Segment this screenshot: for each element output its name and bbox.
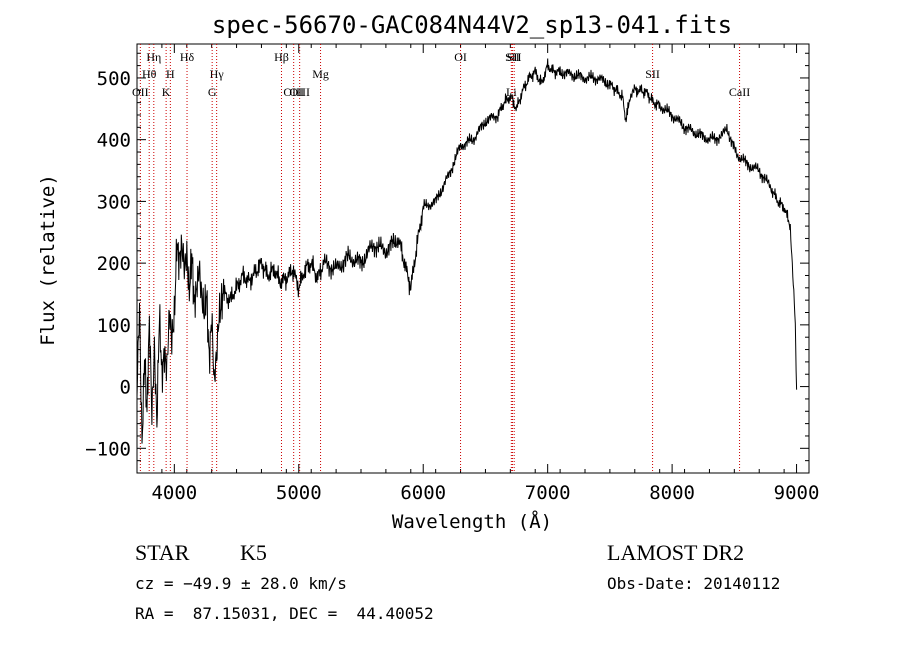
object-class: STAR: [135, 540, 190, 565]
x-tick-label: 4000: [151, 482, 197, 504]
y-tick-label: 100: [97, 315, 131, 337]
spectral-line-label: OIII: [289, 85, 310, 99]
spectral-line-label: OII: [132, 85, 149, 99]
y-tick-label: 500: [97, 68, 131, 90]
spectral-line-label: Hδ: [180, 50, 195, 64]
x-tick-label: 9000: [774, 482, 820, 504]
spectral-line-label: Hη: [146, 50, 161, 64]
y-tick-label: 0: [120, 377, 131, 399]
spectral-line-label: SII: [507, 50, 522, 64]
survey-name: LAMOST DR2: [607, 540, 745, 565]
spectral-line-label: Hβ: [274, 50, 289, 64]
y-tick-label: 400: [97, 130, 131, 152]
x-tick-label: 6000: [400, 482, 446, 504]
x-axis-ticks: 4000 5000 6000 7000 8000 9000: [136, 44, 820, 504]
y-tick-label: −100: [85, 438, 131, 460]
x-axis-label: Wavelength (Å): [392, 510, 552, 533]
x-tick-label: 8000: [649, 482, 695, 504]
spectral-line-label: OIII: [283, 85, 304, 99]
y-tick-label: 200: [97, 253, 131, 275]
spectral-line-label: G: [208, 85, 217, 99]
spectral-line-label: Hγ: [210, 67, 225, 81]
spectral-line-label: Mg: [312, 67, 329, 81]
spectral-line-label: OI: [454, 50, 467, 64]
plot-frame: [136, 43, 810, 474]
spectral-line-label: SII: [505, 50, 520, 64]
spectral-line-label: Hθ: [142, 67, 157, 81]
x-tick-label: 7000: [525, 482, 571, 504]
observation-date: Obs-Date: 20140112: [607, 574, 781, 593]
y-axis-ticks: −100 0 100 200 300 400 500: [85, 52, 809, 462]
sky-coordinates: RA = 87.15031, DEC = 44.40052: [135, 604, 434, 623]
chart-title: spec-56670-GAC084N44V2_sp13-041.fits: [212, 11, 732, 39]
spectral-line-label: Li: [506, 85, 517, 99]
redshift-cz: cz = −49.9 ± 28.0 km/s: [135, 574, 347, 593]
spectral-line-label: K: [162, 85, 171, 99]
y-axis-label: Flux (relative): [37, 174, 59, 346]
spectral-line-label: SII: [645, 67, 660, 81]
x-tick-label: 5000: [276, 482, 322, 504]
y-tick-label: 300: [97, 191, 131, 213]
flux-series-line: [136, 58, 798, 444]
spectral-line-label: H: [166, 67, 175, 81]
spectral-line-label: CaII: [729, 85, 750, 99]
spectral-subclass: K5: [240, 540, 267, 565]
